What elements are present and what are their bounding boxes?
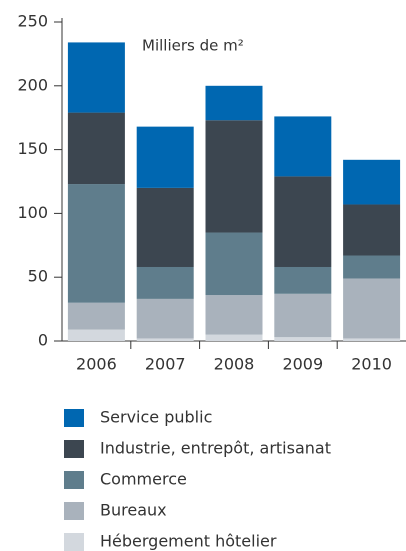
bar-segment: [343, 159, 401, 205]
bar-segment: [67, 42, 125, 113]
legend-label: Industrie, entrepôt, artisanat: [100, 439, 331, 458]
bar-segment: [205, 232, 263, 296]
y-tick-label: 250: [17, 12, 48, 31]
legend-label: Bureaux: [100, 501, 167, 520]
y-tick-label: 200: [17, 75, 48, 94]
y-tick-label: 0: [38, 331, 48, 350]
bar-segment: [274, 266, 332, 294]
bar-segment: [136, 266, 194, 299]
x-tick-label: 2006: [76, 355, 117, 374]
y-tick-label: 100: [17, 203, 48, 222]
bar-segment: [274, 337, 332, 341]
bar-segment: [136, 338, 194, 341]
x-tick-label: 2008: [214, 355, 255, 374]
bar-segment: [67, 184, 125, 303]
bar-segment: [274, 176, 332, 267]
x-tick-label: 2010: [351, 355, 392, 374]
y-tick-label: 50: [28, 267, 48, 286]
bar-segment: [343, 204, 401, 256]
bar-segment: [343, 338, 401, 341]
legend-swatch: [64, 533, 84, 551]
legend-label: Commerce: [100, 470, 187, 489]
x-tick-label: 2007: [145, 355, 186, 374]
annotation: Milliers de m²: [142, 37, 244, 55]
bar-segment: [67, 329, 125, 341]
bar-segment: [136, 187, 194, 267]
bar-segment: [136, 126, 194, 188]
legend-label: Service public: [100, 408, 212, 427]
bar-segment: [205, 120, 263, 233]
bar-segment: [274, 116, 332, 177]
bar-segment: [136, 298, 194, 339]
legend-swatch: [64, 502, 84, 520]
legend-swatch: [64, 409, 84, 427]
x-tick-label: 2009: [282, 355, 323, 374]
bar-segment: [274, 293, 332, 338]
bar-segment: [67, 302, 125, 330]
bar-segment: [67, 112, 125, 185]
y-tick-label: 150: [17, 139, 48, 158]
legend-swatch: [64, 471, 84, 489]
legend-label: Hébergement hôtelier: [100, 532, 277, 551]
legend-swatch: [64, 440, 84, 458]
bar-segment: [343, 278, 401, 339]
bar-segment: [205, 295, 263, 335]
bar-segment: [205, 334, 263, 341]
bar-segment: [343, 255, 401, 279]
bar-segment: [205, 85, 263, 121]
